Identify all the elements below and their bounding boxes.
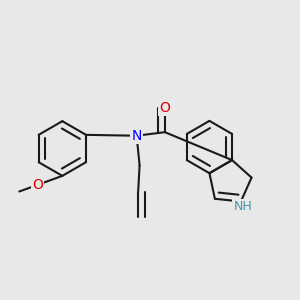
Text: NH: NH — [233, 200, 252, 213]
Text: O: O — [159, 101, 170, 115]
Text: N: N — [131, 129, 142, 143]
Text: O: O — [32, 178, 43, 192]
